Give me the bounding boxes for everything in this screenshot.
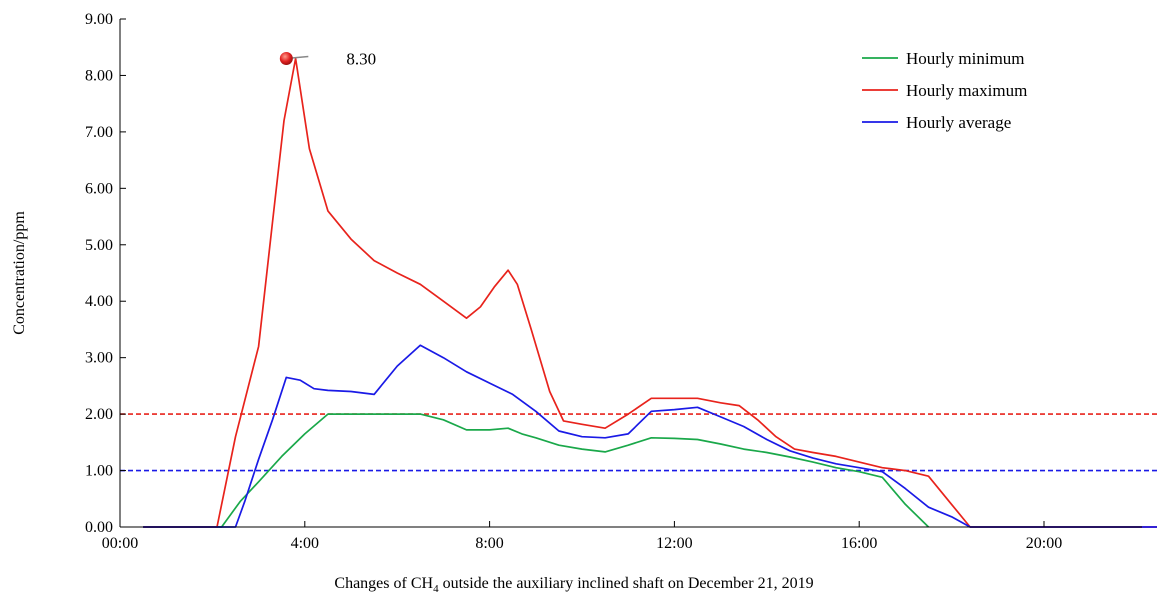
reference-lines [120,413,1157,472]
y-tick-label: 4.00 [85,293,113,310]
x-tick-label: 20:00 [1026,535,1062,552]
x-axis-title: Changes of CH4 outside the auxiliary inc… [334,575,813,595]
series-line-hourly-average [143,344,1157,528]
x-tick-label: 12:00 [656,535,692,552]
x-axis-title-prefix: Changes of CH [334,575,433,592]
series-line-hourly-minimum [143,413,930,528]
y-tick-label: 7.00 [85,124,113,141]
x-tick-label: 8:00 [475,535,503,552]
x-tick-label: 00:00 [102,535,138,552]
y-tick-label: 2.00 [85,406,113,423]
peak-marker [279,52,293,66]
y-ticks: 0.00 1.00 2.00 3.00 4.00 5.00 6.00 7.00 8.00 9.00 [85,11,126,536]
y-tick-label: 5.00 [85,237,113,254]
x-ticks: 00:00 4:00 8:00 12:00 16:00 20:00 [102,521,1062,552]
peak-value-label: 8.30 [346,50,376,69]
legend: Hourly minimum Hourly maximum Hourly avera… [862,49,1027,132]
y-axis-title: Concentration/ppm [11,211,28,335]
legend-label-hourly-average: Hourly average [906,113,1011,132]
x-axis-title-subscript: 4 [433,583,439,595]
y-tick-label: 6.00 [85,180,113,197]
x-tick-label: 4:00 [291,535,319,552]
y-tick-label: 3.00 [85,350,113,367]
series-line-hourly-maximum [143,57,1157,528]
legend-label-hourly-maximum: Hourly maximum [906,81,1027,100]
peak-annotation: 8.30 [279,50,376,69]
x-tick-label: 16:00 [841,535,877,552]
legend-label-hourly-minimum: Hourly minimum [906,49,1025,68]
axes [119,19,1142,528]
y-tick-label: 1.00 [85,463,113,480]
y-tick-label: 0.00 [85,519,113,536]
x-axis-title-suffix: outside the auxiliary inclined shaft on … [439,575,814,592]
series-lines [143,57,1157,528]
y-tick-label: 8.00 [85,67,113,84]
y-tick-label: 9.00 [85,11,113,28]
